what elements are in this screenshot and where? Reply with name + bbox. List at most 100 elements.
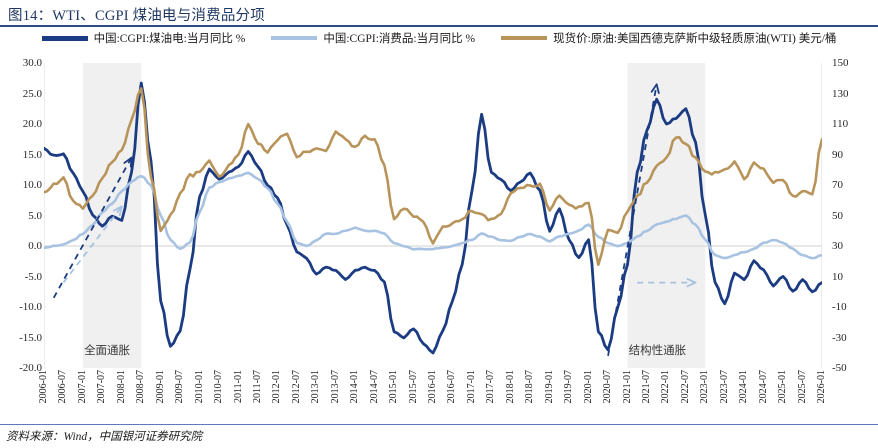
axis-tick: -20.0	[19, 362, 42, 374]
left-value-axis: 30.0 25.0 20.0 15.0 10.0 5.0 0.0 -5.0 -10.0 -15.0…	[2, 57, 42, 374]
x-axis-label: 2008-01	[115, 370, 127, 404]
axis-tick: 50	[832, 209, 843, 222]
axis-tick: 70	[832, 179, 843, 191]
legend-swatch-coal-oil-power	[41, 35, 88, 41]
source-note: 资料来源：Wind，中国银河证券研究院	[6, 431, 203, 443]
x-axis-label: 2016-01	[427, 370, 438, 404]
x-axis-label: 2021-01	[621, 370, 633, 404]
x-axis-label: 2007-01	[76, 370, 88, 404]
legend-item-wti: 现货价:原油:美国西德克萨斯中级轻质原油(WTI) 美元/桶	[501, 30, 836, 46]
right-flat-dashed-arrow	[637, 278, 697, 288]
x-axis-label: 2010-07	[213, 370, 225, 404]
x-axis-label: 2011-07	[251, 370, 263, 403]
x-axis-label: 2025-07	[796, 370, 808, 404]
axis-tick: 25.0	[22, 87, 42, 100]
x-axis-label: 2017-01	[465, 370, 477, 404]
axis-tick: -50	[832, 362, 847, 374]
left-steep-dashed-arrow-head	[123, 156, 133, 168]
right-steep-dashed-arrow-head	[650, 83, 660, 94]
x-axis-label: 2014-01	[349, 370, 361, 404]
x-axis-label: 2006-07	[57, 370, 69, 404]
x-axis-label: 2009-01	[154, 370, 166, 404]
source-divider	[0, 424, 878, 425]
legend-label-consumer-goods: 中国:CGPI:消费品:当月同比 %	[323, 33, 476, 45]
x-axis-label: 2011-01	[232, 370, 244, 403]
x-axis-label: 2013-07	[329, 370, 341, 404]
band-annotation: 全面通胀	[84, 344, 131, 357]
axis-tick: -15.0	[19, 331, 42, 344]
x-axis-label: 2022-01	[660, 370, 672, 404]
x-axis-label: 2012-01	[271, 370, 283, 404]
x-axis-label: 2019-07	[563, 370, 575, 404]
axis-tick: 110	[832, 118, 849, 130]
legend-swatch-wti	[501, 36, 548, 40]
axis-tick: 150	[832, 57, 849, 69]
series-line	[44, 81, 822, 355]
shaded-band	[627, 63, 706, 368]
x-axis-label: 2017-07	[485, 370, 497, 404]
x-axis-label: 2008-07	[135, 370, 147, 404]
x-axis-label: 2019-01	[543, 370, 555, 404]
x-category-axis: 2006-01 2006-07 2007-01 2007-07 2008-01 2008-…	[38, 370, 827, 428]
x-axis-label: 2024-07	[757, 370, 769, 404]
axis-tick: 15.0	[22, 148, 42, 161]
left-shallow-dashed-arrow	[62, 205, 123, 284]
x-axis-label: 2020-07	[602, 370, 614, 404]
plot-area	[44, 63, 822, 368]
right-steep-dashed-arrow-shaft	[607, 84, 658, 356]
axis-tick: 90	[832, 148, 843, 161]
axis-tick: 10	[832, 270, 843, 283]
left-shallow-dashed-arrow-shaft	[62, 205, 123, 284]
axis-tick: 30.0	[22, 57, 42, 69]
axis-tick: 0.0	[28, 240, 42, 252]
legend-swatch-consumer-goods	[271, 36, 318, 40]
axis-tick: -5.0	[24, 270, 42, 283]
x-axis-label: 2026-01	[816, 370, 827, 404]
x-axis-label: 2018-07	[524, 370, 536, 404]
x-axis-label: 2023-07	[718, 370, 730, 404]
legend-item-coal-oil-power: 中国:CGPI:煤油电:当月同比 %	[41, 30, 246, 46]
left-steep-dashed-arrow-shaft	[52, 157, 133, 299]
axis-tick: 10.0	[22, 179, 42, 191]
axis-tick: 20.0	[22, 118, 42, 130]
x-axis-label: 2007-07	[96, 370, 108, 404]
chart-canvas	[44, 63, 822, 368]
axis-tick: 5.0	[28, 209, 42, 222]
x-axis-label: 2010-01	[193, 370, 205, 404]
axis-tick: -30	[832, 331, 847, 344]
series-line	[44, 87, 822, 267]
legend-label-wti: 现货价:原油:美国西德克萨斯中级轻质原油(WTI) 美元/桶	[553, 33, 837, 45]
axis-tick: -10	[832, 301, 847, 313]
x-axis-label: 2021-07	[640, 370, 652, 404]
series-line	[44, 171, 822, 260]
x-axis-label: 2015-07	[407, 370, 419, 404]
x-axis-label: 2023-01	[699, 370, 711, 404]
band-annotation: 结构性通胀	[628, 344, 687, 357]
x-axis-label: 2020-01	[582, 370, 594, 404]
right-value-axis: 150 130 110 90 70 50 30 10 -10 -30 -50	[828, 57, 868, 374]
legend-label-coal-oil-power: 中国:CGPI:煤油电:当月同比 %	[93, 33, 246, 45]
title-divider	[0, 25, 878, 27]
x-axis-label: 2009-07	[174, 370, 186, 404]
x-axis-label: 2018-01	[504, 370, 516, 404]
x-axis-label: 2022-07	[679, 370, 691, 404]
x-axis-label: 2014-07	[368, 370, 380, 404]
chart-legend: 中国:CGPI:煤油电:当月同比 % 中国:CGPI:消费品:当月同比 % 现货…	[0, 28, 878, 48]
x-axis-label: 2013-01	[310, 370, 322, 404]
x-axis-label: 2012-07	[290, 370, 302, 404]
axis-tick: -10.0	[19, 301, 42, 313]
figure-title: 图14：WTI、CGPI 煤油电与消费品分项	[8, 8, 265, 24]
left-steep-dashed-arrow	[52, 156, 133, 299]
axis-tick: 130	[832, 87, 849, 100]
right-flat-dashed-arrow-head	[686, 278, 697, 288]
x-axis-label: 2015-01	[388, 370, 400, 404]
right-steep-dashed-arrow	[607, 83, 660, 356]
x-axis-label: 2006-01	[38, 370, 49, 404]
axis-tick: 30	[832, 240, 843, 252]
x-axis-label: 2025-01	[777, 370, 789, 404]
legend-item-consumer-goods: 中国:CGPI:消费品:当月同比 %	[271, 30, 475, 46]
x-axis-label: 2024-01	[738, 370, 750, 404]
x-axis-label: 2016-07	[446, 370, 458, 404]
left-shallow-dashed-arrow-head	[112, 205, 123, 217]
